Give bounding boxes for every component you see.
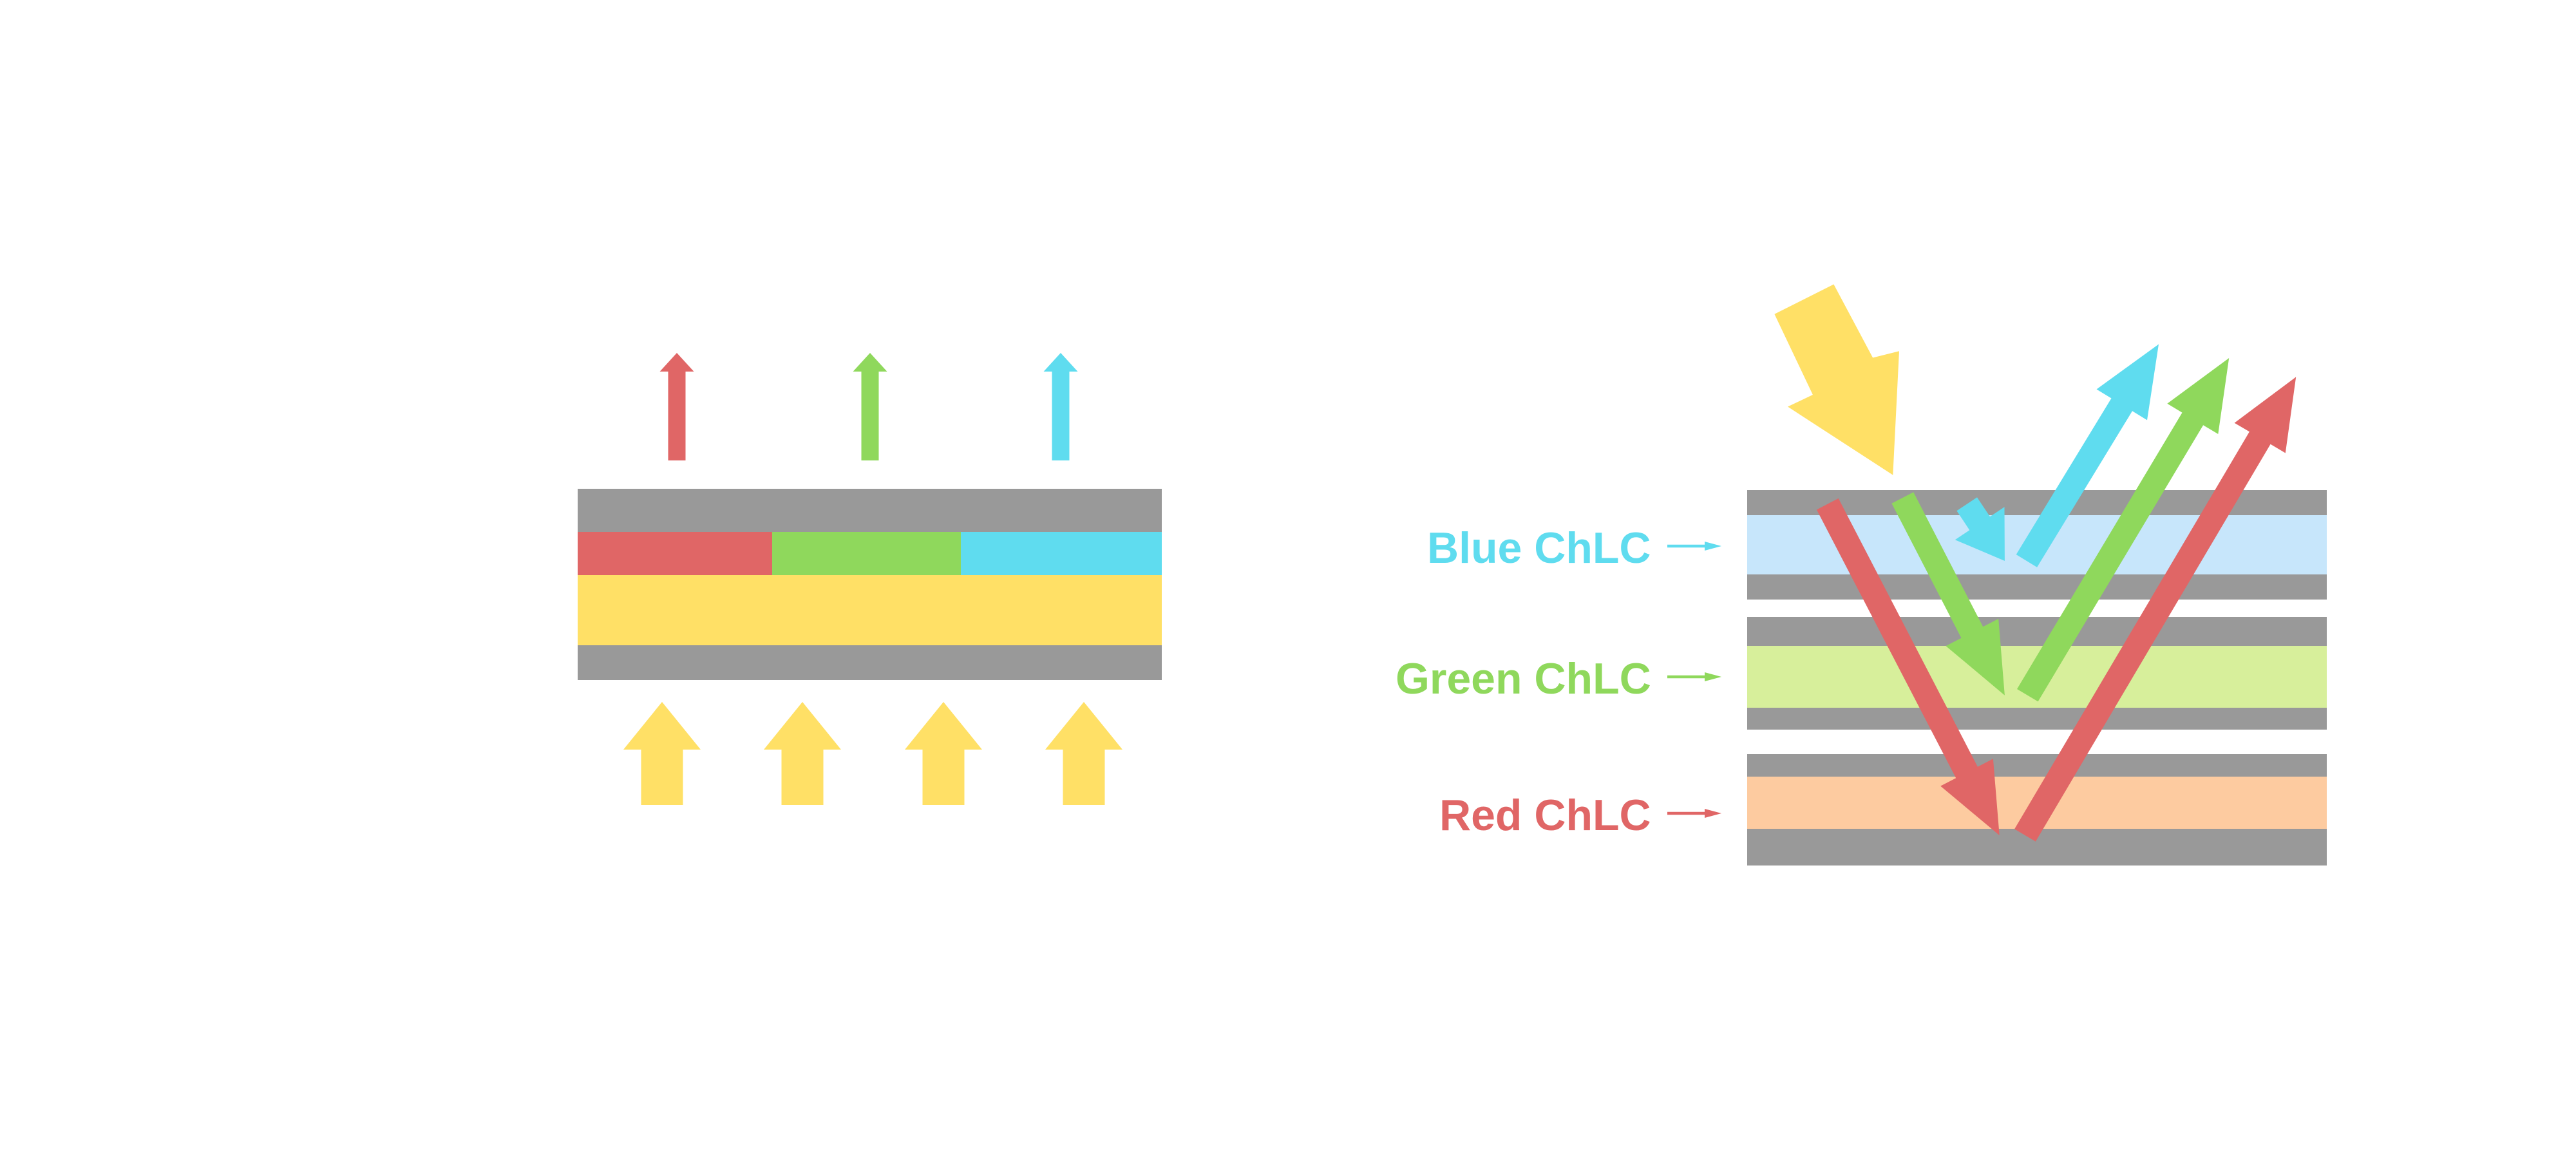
svg-text:Blue ChLC: Blue ChLC — [1427, 524, 1651, 572]
svg-text:Red ChLC: Red ChLC — [1439, 791, 1651, 840]
svg-text:Green ChLC: Green ChLC — [1396, 654, 1651, 703]
